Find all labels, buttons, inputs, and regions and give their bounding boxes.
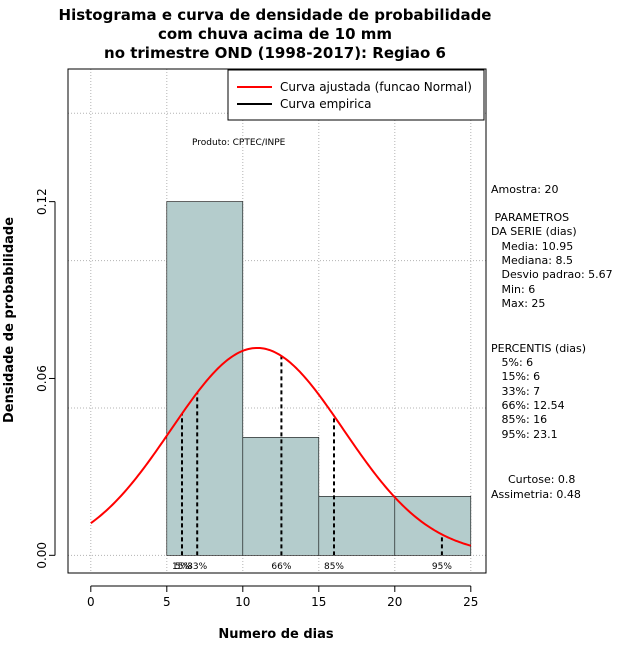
stats-percentile-line: 85%: 16 (491, 413, 547, 426)
percentile-label: 5% (175, 562, 190, 572)
plot-frame (67, 68, 487, 574)
stats-amostra: Amostra: 20 (491, 183, 558, 196)
stats-assimetria: Assimetria: 0.48 (491, 488, 581, 501)
legend-label-fitted: Curva ajustada (funcao Normal) (280, 80, 472, 94)
stats-param-line: Max: 25 (491, 297, 545, 310)
x-tick-label: 20 (387, 595, 402, 609)
percentile-labels: 5%15%33% 66% 85% 95% (172, 562, 452, 572)
normal-curve (90, 346, 472, 547)
legend: Curva ajustada (funcao Normal) Curva emp… (227, 69, 485, 121)
x-axis: 0 5 10 15 20 25 (87, 585, 478, 609)
y-tick-label: 0.00 (35, 542, 49, 569)
histogram-bars (166, 201, 472, 556)
histogram-bar (318, 496, 396, 556)
stats-curtose: Curtose: 0.8 (508, 473, 575, 486)
percentile-lines (181, 355, 443, 556)
stats-percentile-line: 66%: 12.54 (491, 399, 565, 412)
stats-percentile-line: PERCENTIS (dias) (491, 342, 586, 355)
histogram-bar (166, 201, 244, 556)
chart-title-line-2: com chuva acima de 10 mm (158, 25, 392, 43)
stats-param-line: DA SERIE (dias) (491, 225, 577, 238)
x-tick-label: 15 (311, 595, 326, 609)
histogram-bar (394, 496, 472, 556)
stats-panel: Amostra: 20 PARAMETROS DA SERIE (dias) M… (491, 183, 613, 501)
stats-param-line: Media: 10.95 (491, 240, 573, 253)
x-tick-label: 5 (163, 595, 171, 609)
stats-param-line: Desvio padrao: 5.67 (491, 268, 613, 281)
percentile-label: 15% (172, 562, 192, 572)
x-tick-label: 0 (87, 595, 95, 609)
y-tick-label: 0.12 (35, 188, 49, 215)
percentile-label: 85% (324, 562, 344, 572)
y-tick-label: 0.06 (35, 365, 49, 392)
legend-box (227, 69, 485, 121)
legend-label-empirical: Curva empirica (280, 97, 371, 111)
stats-percentile-line: 95%: 23.1 (491, 428, 558, 441)
y-axis-label: Densidade de probabilidade (2, 217, 17, 423)
y-axis: 0.00 0.06 0.12 (35, 188, 56, 569)
percentile-label: 33% (187, 562, 207, 572)
chart-title-line-3: no trimestre OND (1998-2017): Regiao 6 (104, 44, 446, 62)
x-tick-label: 10 (235, 595, 250, 609)
product-annotation: Produto: CPTEC/INPE (192, 138, 286, 148)
chart-title-line-1: Histograma e curva de densidade de proba… (59, 6, 492, 24)
percentile-label: 95% (432, 562, 452, 572)
stats-percentile-line: 15%: 6 (491, 370, 540, 383)
stats-param-line: Mediana: 8.5 (491, 254, 573, 267)
x-axis-label: Numero de dias (218, 627, 334, 642)
x-tick-label: 25 (463, 595, 478, 609)
stats-percentile-line: 5%: 6 (491, 356, 533, 369)
stats-percentile-line: 33%: 7 (491, 385, 540, 398)
normal-curve-layer (90, 346, 472, 547)
percentile-label: 66% (271, 562, 291, 572)
stats-param-line: PARAMETROS (491, 211, 569, 224)
stats-param-line: Min: 6 (491, 283, 535, 296)
